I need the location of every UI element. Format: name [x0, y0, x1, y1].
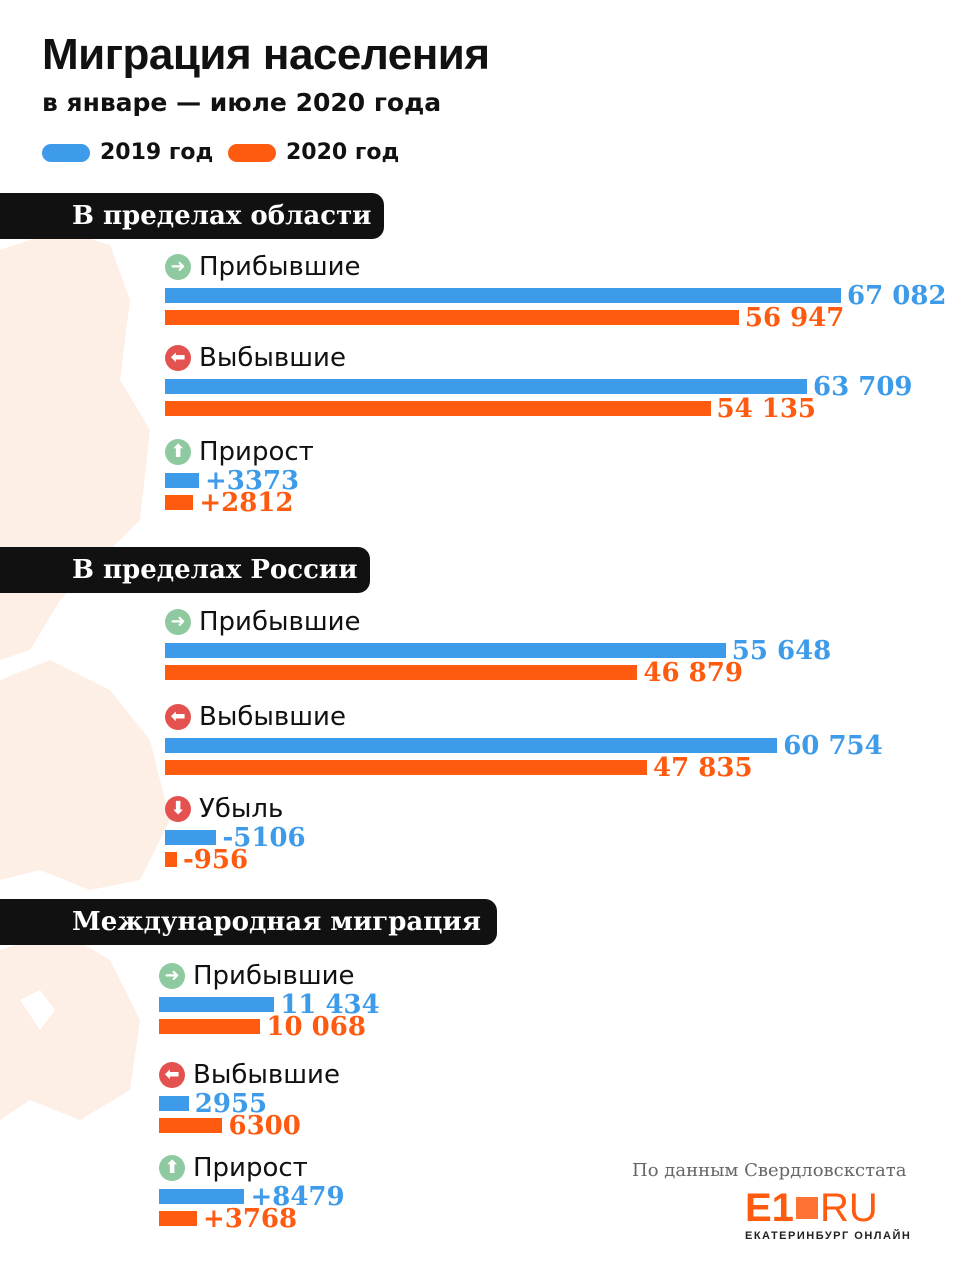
group-label-text: Прибывшие: [199, 252, 361, 282]
data-label-2020: 54 135: [716, 394, 817, 424]
source-note: По данным Свердловскстата: [632, 1160, 907, 1181]
section-header: Международная миграция: [0, 899, 497, 945]
group-label: ⬅ Выбывшие: [165, 702, 346, 732]
page-title: Миграция населения: [42, 30, 490, 79]
bar-2020: [165, 852, 177, 867]
arrow-right-icon: ➜: [159, 963, 185, 989]
arrow-up-icon: ⬆: [165, 439, 191, 465]
data-label-2019: +3373: [204, 466, 300, 496]
bar-2019: [165, 830, 217, 845]
arrow-down-icon: ⬇: [165, 796, 191, 822]
bar-2019: [159, 1189, 245, 1204]
arrow-left-icon: ⬅: [165, 704, 191, 730]
data-label-2020: 10 068: [266, 1012, 366, 1042]
page-subtitle: в январе — июле 2020 года: [42, 88, 442, 117]
bar-2019: [159, 1096, 189, 1111]
arrow-up-icon: ⬆: [159, 1155, 185, 1181]
legend-label-2020: 2020 год: [286, 140, 400, 165]
group-label: ⬅ Выбывшие: [159, 1060, 340, 1090]
arrow-right-icon: ➜: [165, 254, 191, 280]
data-label-2019: 11 434: [280, 990, 380, 1020]
logo-square-icon: [795, 1197, 818, 1219]
group-label: ⬆ Прирост: [159, 1153, 308, 1183]
data-label-2020: +3768: [202, 1204, 298, 1234]
group-label-text: Выбывшие: [193, 1060, 340, 1090]
bar-2020: [159, 1118, 223, 1133]
group-label: ⬆ Прирост: [165, 437, 314, 467]
bar-2019: [165, 643, 726, 658]
data-label-2020: 6300: [228, 1111, 301, 1141]
data-label-2019: 2955: [194, 1089, 268, 1119]
bar-2020: [159, 1019, 261, 1034]
bar-2020: [165, 401, 711, 416]
data-label-2020: -956: [183, 845, 249, 875]
section-header: В пределах России: [0, 547, 370, 593]
bar-2020: [165, 495, 194, 510]
legend-swatch-2020: [228, 143, 276, 162]
bar-2020: [165, 665, 638, 680]
data-label-2019: 60 754: [783, 731, 883, 761]
bar-2020: [165, 310, 739, 325]
data-label-2020: 47 835: [653, 753, 753, 783]
bar-2020: [165, 760, 648, 775]
group-label: ➜ Прибывшие: [159, 961, 355, 991]
group-label-text: Прирост: [199, 437, 314, 467]
group-label: ➜ Прибывшие: [165, 252, 361, 282]
logo-ru-text: RU: [819, 1186, 878, 1230]
bar-2019: [165, 379, 807, 394]
legend-2019: 2019 год: [42, 140, 213, 165]
data-label-2019: -5106: [222, 823, 306, 853]
data-label-2020: 56 947: [744, 303, 845, 333]
data-label-2020: +2812: [199, 488, 294, 518]
arrow-left-icon: ⬅: [159, 1062, 185, 1088]
arrow-right-icon: ➜: [165, 609, 191, 635]
group-label: ⬇ Убыль: [165, 794, 283, 824]
group-label-text: Выбывшие: [199, 702, 346, 732]
group-label: ➜ Прибывшие: [165, 607, 361, 637]
arrow-left-icon: ⬅: [165, 345, 191, 371]
data-label-2019: 67 082: [847, 281, 947, 311]
group-label: ⬅ Выбывшие: [165, 343, 346, 373]
bar-2019: [165, 288, 841, 303]
data-label-2019: 55 648: [731, 636, 832, 666]
legend-swatch-2019: [42, 143, 90, 162]
group-label-text: Прибывшие: [199, 607, 361, 637]
logo-tagline: ЕКАТЕРИНБУРГ ОНЛАЙН: [745, 1230, 912, 1242]
data-label-2020: 46 879: [643, 658, 743, 688]
bar-2020: [159, 1211, 197, 1226]
group-label-text: Убыль: [199, 794, 284, 824]
data-label-2019: +8479: [250, 1182, 345, 1212]
group-label-text: Прибывшие: [193, 961, 355, 991]
section-header: В пределах области: [0, 193, 384, 239]
data-label-2019: 63 709: [813, 372, 913, 402]
group-label-text: Выбывшие: [199, 343, 346, 373]
legend-label-2019: 2019 год: [100, 140, 214, 165]
group-label-text: Прирост: [193, 1153, 308, 1183]
logo-e1-text: E1: [745, 1186, 794, 1230]
bar-2019: [165, 473, 199, 488]
bar-2019: [159, 997, 275, 1012]
legend-2020: 2020 год: [228, 140, 399, 165]
bar-2019: [165, 738, 778, 753]
e1-logo: E1 RU ЕКАТЕРИНБУРГ ОНЛАЙН: [745, 1188, 911, 1242]
